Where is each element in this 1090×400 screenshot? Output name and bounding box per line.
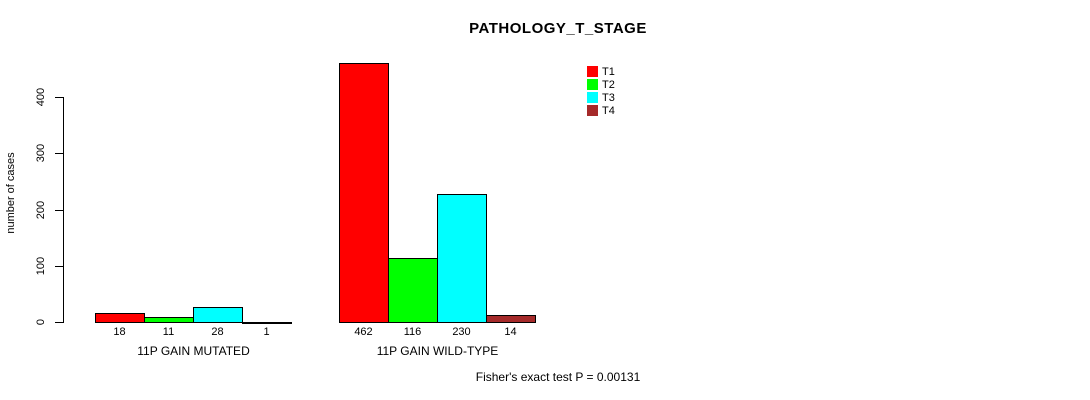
y-axis-label: number of cases	[5, 152, 17, 234]
bar-value-label: 1	[263, 326, 270, 338]
legend-swatch-t2	[587, 79, 598, 90]
bar-value-label: 18	[113, 326, 126, 338]
legend-swatch-t3	[587, 92, 598, 103]
y-tick-mark	[55, 322, 63, 323]
bar-value-label: 28	[211, 326, 224, 338]
bar-t3-group2	[437, 194, 487, 323]
legend-label-t2: T2	[602, 79, 615, 91]
legend-label-t3: T3	[602, 92, 615, 104]
y-tick-label: 100	[35, 256, 47, 276]
legend-swatch-t4	[587, 105, 598, 116]
group-label-mutated: 11P GAIN MUTATED	[137, 344, 250, 358]
y-tick-label: 400	[35, 87, 47, 107]
bar-value-label: 14	[504, 326, 517, 338]
group-label-wild-type: 11P GAIN WILD-TYPE	[376, 344, 499, 358]
y-axis-line	[63, 97, 64, 323]
y-tick-mark	[55, 266, 63, 267]
chart-title: PATHOLOGY_T_STAGE	[469, 20, 647, 37]
bar-value-label: 11	[162, 326, 175, 338]
bar-t2-group2	[388, 258, 438, 323]
bar-value-label: 230	[452, 326, 471, 338]
y-tick-mark	[55, 210, 63, 211]
y-tick-label: 200	[35, 200, 47, 220]
y-tick-label: 300	[35, 143, 47, 163]
legend-swatch-t1	[587, 66, 598, 77]
bar-t2-group1	[144, 317, 194, 323]
y-tick-mark	[55, 153, 63, 154]
bar-t4-group1	[242, 322, 292, 324]
fisher-test-annotation: Fisher's exact test P = 0.00131	[475, 370, 641, 384]
bar-t3-group1	[193, 307, 243, 323]
y-tick-mark	[55, 97, 63, 98]
bar-t1-group1	[95, 313, 145, 323]
bar-value-label: 462	[354, 326, 373, 338]
legend-label-t4: T4	[602, 105, 615, 117]
bar-t1-group2	[339, 63, 389, 323]
y-tick-label: 0	[35, 318, 47, 326]
bar-value-label: 116	[403, 326, 422, 338]
legend-label-t1: T1	[602, 66, 615, 78]
bar-t4-group2	[486, 315, 536, 323]
